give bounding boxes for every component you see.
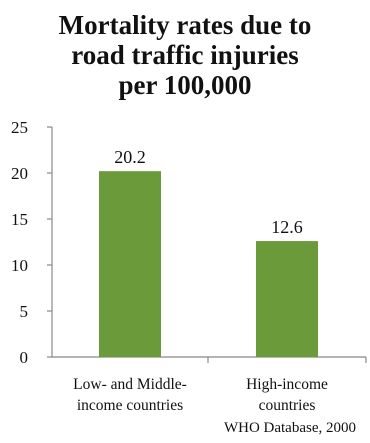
x-tick-label: Low- and Middle- xyxy=(73,376,187,393)
x-tick-label: countries xyxy=(259,397,316,414)
data-label: 20.2 xyxy=(114,147,146,167)
x-tick-label: income countries xyxy=(77,397,183,414)
data-label: 12.6 xyxy=(271,217,303,237)
chart-title-line-2: road traffic injuries xyxy=(71,40,299,70)
y-tick-label: 25 xyxy=(11,118,28,137)
source-note: WHO Database, 2000 xyxy=(223,420,356,436)
chart-title-line-1: Mortality rates due to xyxy=(58,10,312,40)
y-tick-label: 15 xyxy=(11,210,28,229)
x-tick-label: High-income xyxy=(246,376,328,393)
bar xyxy=(256,241,318,357)
y-tick-label: 5 xyxy=(20,302,29,321)
bar xyxy=(99,171,161,357)
y-tick-label: 20 xyxy=(11,164,28,183)
y-tick-label: 10 xyxy=(11,256,28,275)
y-tick-label: 0 xyxy=(20,348,29,367)
chart-title-line-3: per 100,000 xyxy=(118,70,252,100)
